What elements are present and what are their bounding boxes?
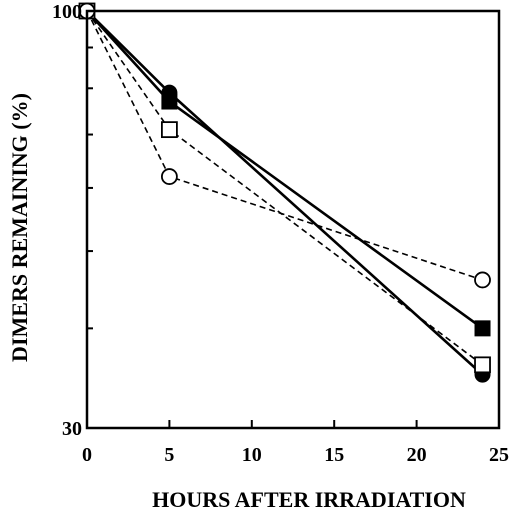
data-point-open-square <box>474 356 491 374</box>
x-tick-label: 25 <box>489 444 509 466</box>
x-tick-label: 15 <box>324 444 344 466</box>
data-point-open-circle <box>474 271 491 289</box>
plot-frame <box>85 9 501 430</box>
x-tick-label: 20 <box>407 444 427 466</box>
x-tick-label: 10 <box>242 444 262 466</box>
series-line-open-square <box>86 10 484 366</box>
y-axis-title: DIMERS REMAINING (%) <box>7 93 32 362</box>
data-point-filled-square <box>161 93 178 110</box>
series-line-open-circle <box>86 10 483 281</box>
y-tick-label: 30 <box>62 418 82 440</box>
series-line-filled-square <box>86 10 484 330</box>
data-point-open-circle <box>160 168 178 185</box>
series-lines <box>86 10 484 376</box>
x-tick-label: 0 <box>82 444 92 466</box>
tick-labels: 0 5 10 15 20 25 30 100 <box>52 1 509 466</box>
x-axis-title: HOURS AFTER IRRADIATION <box>152 487 466 512</box>
y-tick-label: 100 <box>52 1 82 23</box>
data-point-filled-square <box>474 320 491 337</box>
series-markers <box>78 2 491 383</box>
data-point-open-square <box>160 121 178 139</box>
x-tick-label: 5 <box>164 444 174 466</box>
